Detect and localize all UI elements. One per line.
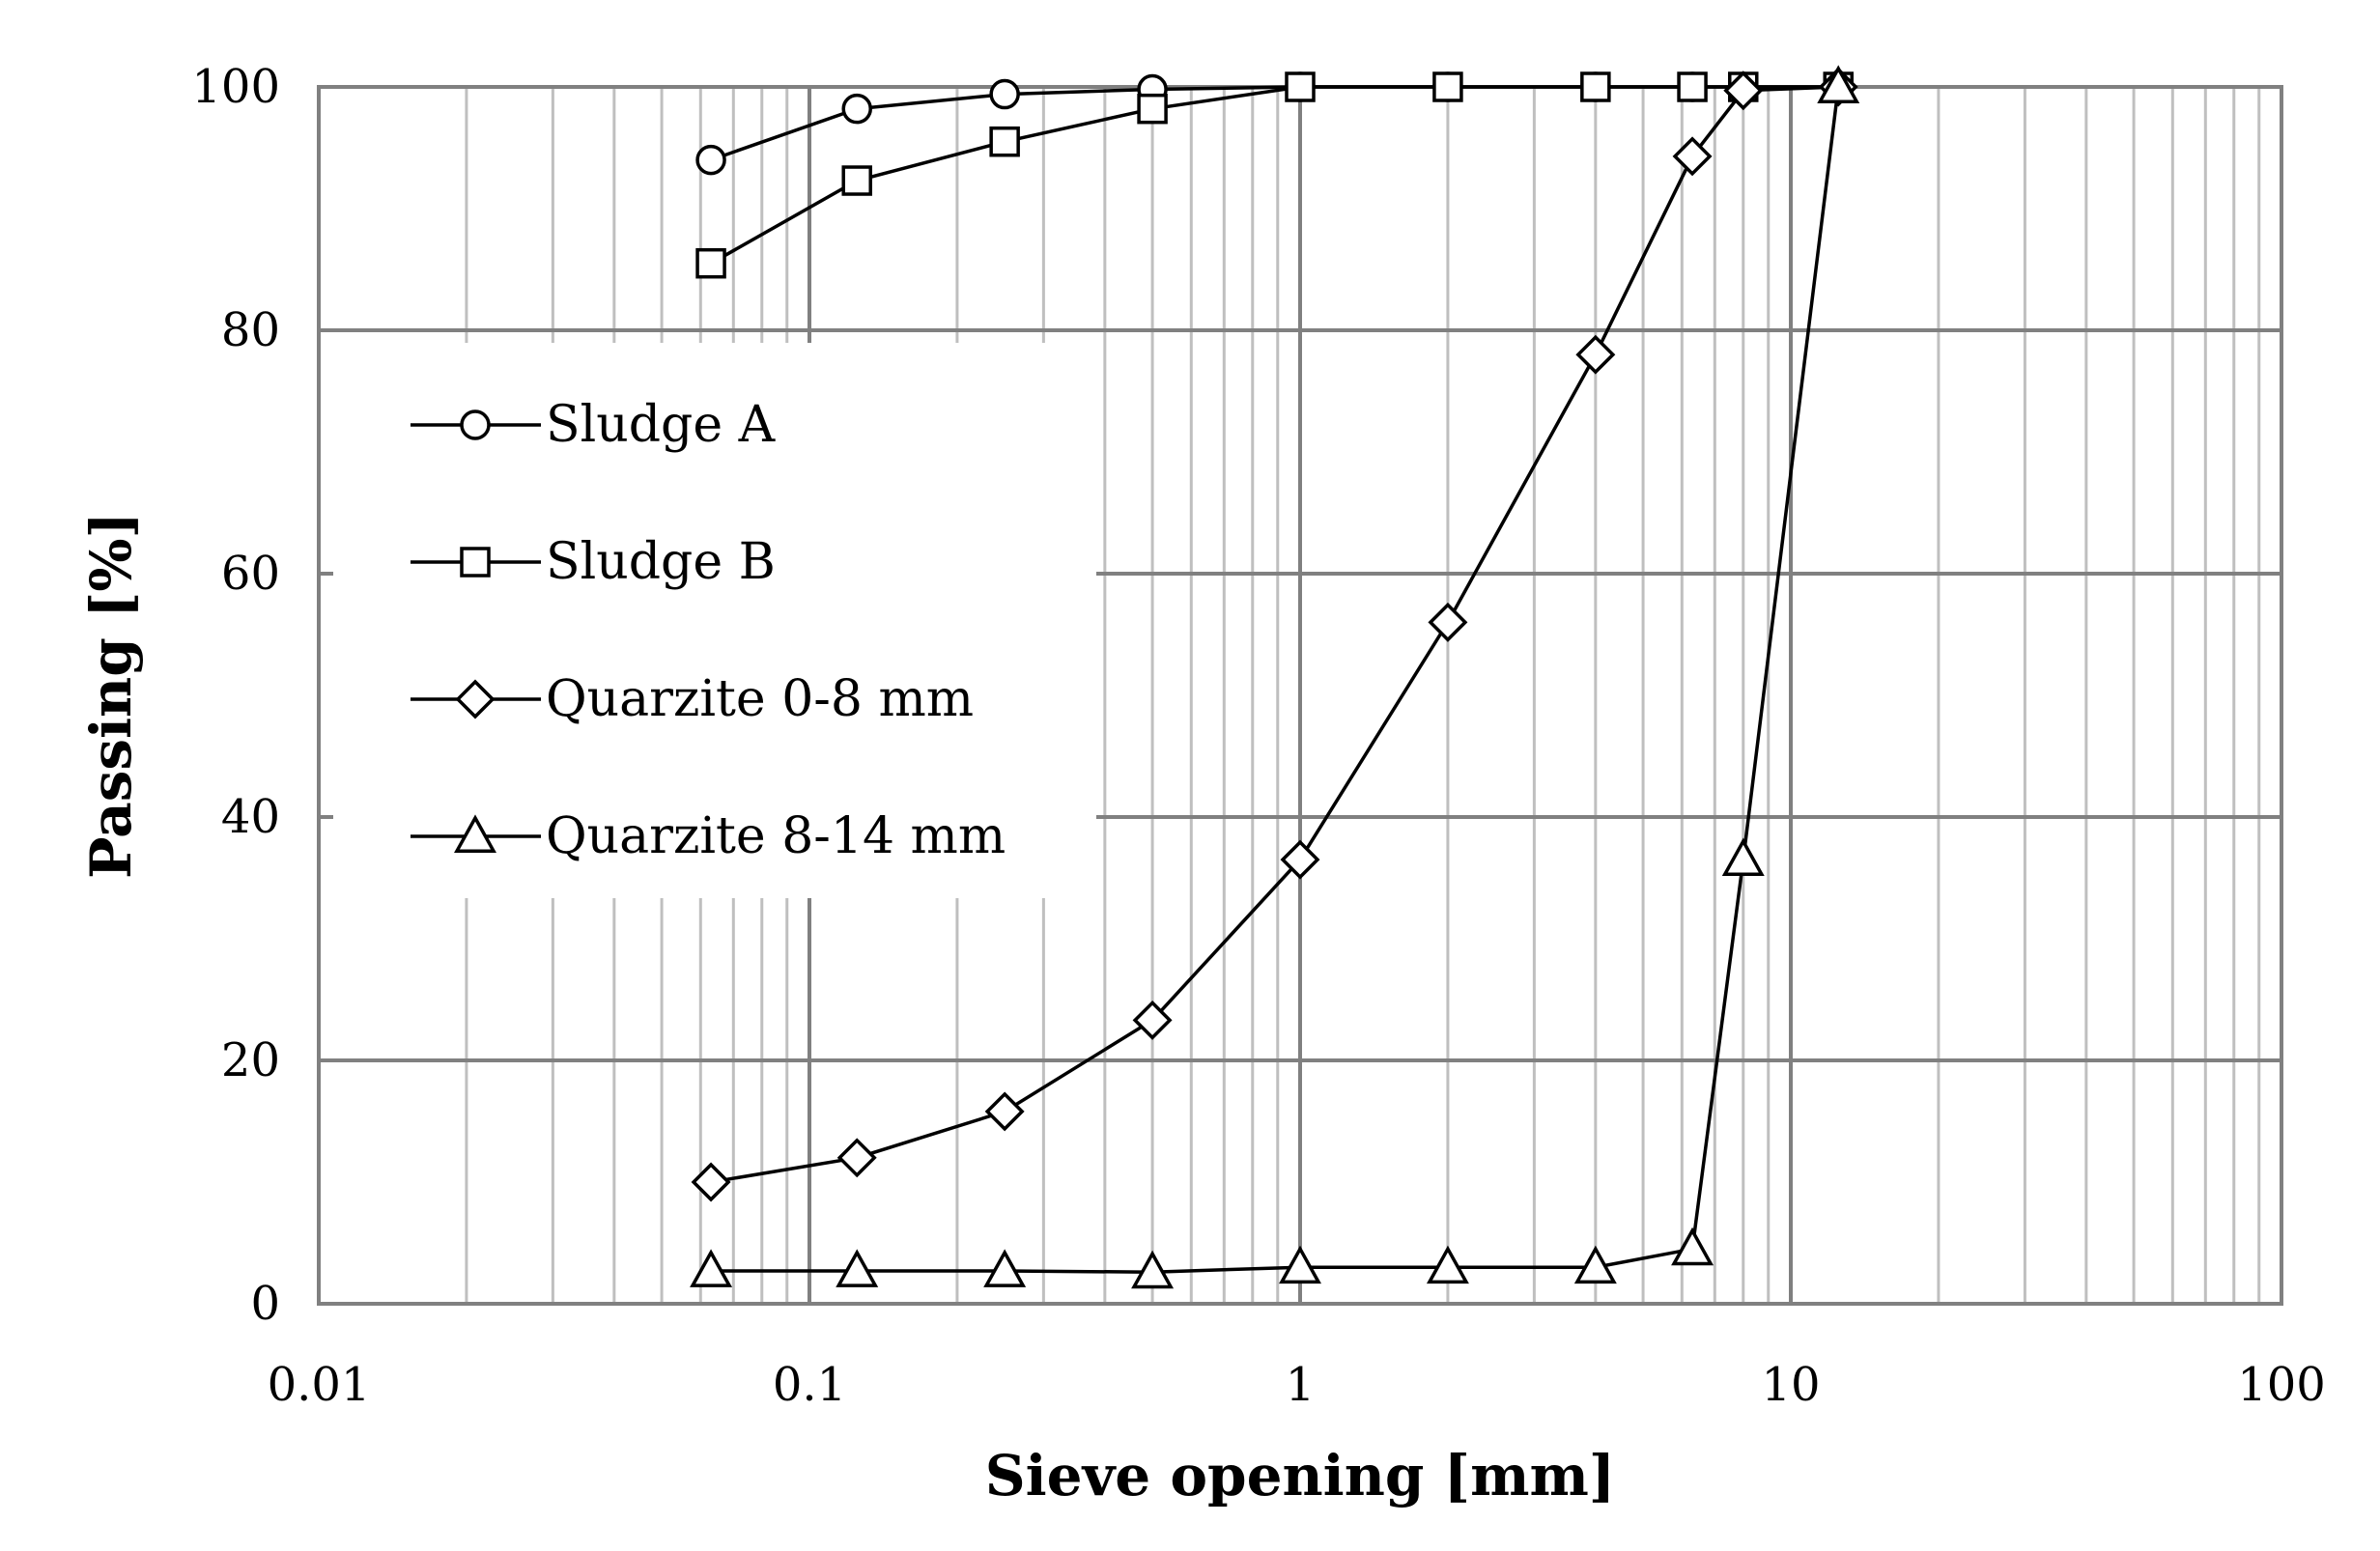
- x-tick-label: 1: [1286, 1358, 1316, 1412]
- series-point: [1817, 65, 1860, 103]
- series-4: [690, 65, 1860, 1289]
- y-tick-label: 80: [221, 303, 280, 357]
- legend: Sludge A Sludge B Quarzite 0-8 mm Quarzite …: [333, 343, 1096, 898]
- x-tick-label: 10: [1761, 1358, 1820, 1412]
- y-axis-ticks: 0 20 40 60 80 100: [191, 60, 280, 1331]
- y-tick-label: 100: [191, 60, 280, 114]
- series-3: [691, 67, 1858, 1202]
- x-tick-label: 100: [2237, 1358, 2326, 1412]
- legend-marker: [454, 814, 496, 853]
- series-point: [836, 1138, 877, 1178]
- series-point: [691, 1162, 731, 1202]
- series-point: [1575, 334, 1616, 375]
- y-tick-label: 60: [221, 547, 280, 601]
- legend-marker: [460, 409, 491, 440]
- series-point: [841, 93, 872, 125]
- y-tick-label: 0: [250, 1277, 280, 1331]
- legend-marker: [455, 679, 496, 719]
- y-tick-label: 20: [221, 1033, 280, 1087]
- series-point: [983, 1249, 1027, 1287]
- series-point: [1131, 1250, 1175, 1289]
- y-axis-title: Passing [%]: [78, 512, 144, 879]
- legend-label: Sludge B: [546, 533, 776, 591]
- x-axis-title: Sieve opening [mm]: [985, 1443, 1616, 1509]
- series-line: [710, 85, 1839, 266]
- series-line: [711, 86, 1840, 1274]
- series-point: [1428, 602, 1468, 642]
- x-axis-ticks: 0.01 0.1 1 10 100: [268, 1358, 2326, 1412]
- series-point: [1723, 70, 1764, 111]
- x-tick-label: 0.1: [773, 1358, 846, 1412]
- series-point: [695, 144, 726, 176]
- series-point: [841, 165, 872, 196]
- series-line: [710, 85, 1839, 1184]
- series-point: [984, 1091, 1025, 1132]
- series-point: [1671, 1227, 1714, 1266]
- legend-label: Quarzite 0-8 mm: [546, 670, 974, 728]
- series-point: [1677, 71, 1708, 102]
- legend-marker: [460, 547, 491, 578]
- series-point: [1280, 839, 1320, 880]
- series-point: [1573, 1245, 1617, 1284]
- series-point: [690, 1249, 733, 1287]
- legend-label: Quarzite 8-14 mm: [546, 807, 1006, 865]
- series-point: [1279, 1245, 1321, 1284]
- y-tick-label: 40: [221, 790, 280, 844]
- series-point: [836, 1249, 879, 1287]
- legend-background: [333, 343, 1096, 898]
- series-point: [1432, 71, 1463, 102]
- legend-label: Sludge A: [546, 396, 777, 454]
- series-point: [1426, 1245, 1469, 1284]
- series-point: [695, 247, 726, 279]
- series-point: [1721, 837, 1765, 877]
- series-point: [1137, 93, 1168, 125]
- series-point: [989, 78, 1020, 110]
- series-point: [1672, 136, 1713, 177]
- x-tick-label: 0.01: [268, 1358, 371, 1412]
- series-point: [1580, 71, 1611, 102]
- series-layer: [690, 65, 1860, 1289]
- series-point: [989, 126, 1020, 157]
- series-point: [1285, 71, 1316, 102]
- series-point: [1132, 1000, 1173, 1040]
